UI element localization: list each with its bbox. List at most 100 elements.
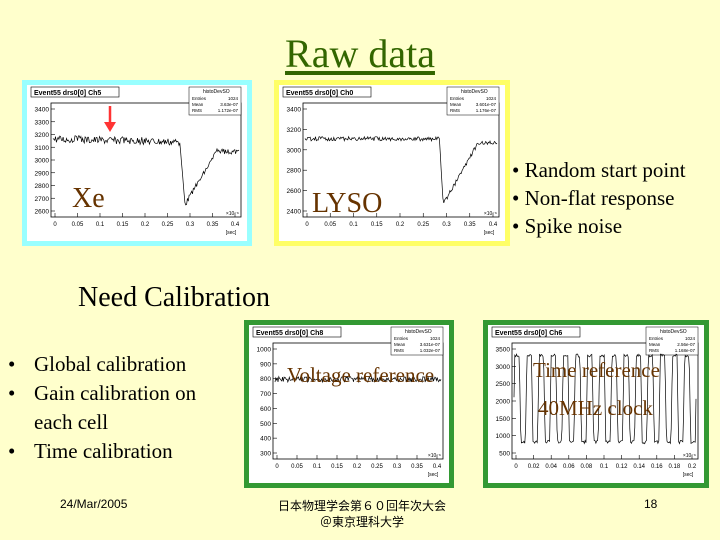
x-tick-label: 0.3: [186, 222, 195, 228]
x-unit-label: [sec]: [484, 230, 495, 236]
y-tick-label: 2900: [35, 170, 50, 177]
x-tick-label: 0.2: [353, 464, 362, 470]
lyso-label: LYSO: [312, 188, 383, 219]
x-tick-label: 0.35: [464, 222, 476, 228]
stats-value: 3.601e-07: [476, 102, 497, 107]
x-tick-label: 0.15: [371, 222, 383, 228]
page-number: 18: [644, 497, 658, 511]
plot-header-box: [491, 326, 581, 338]
bullet-dot: •: [8, 352, 16, 376]
stats-value: 1024: [486, 96, 497, 101]
footer-date: 24/Mar/2005: [60, 497, 128, 511]
x-tick-label: 0: [305, 222, 309, 228]
raw-data-issues-list: • Random start point • Non-flat response…: [512, 156, 686, 240]
x-tick-label: 0.3: [393, 464, 402, 470]
x-tick-label: 0.05: [291, 464, 303, 470]
x-tick-label: 0.06: [563, 464, 575, 470]
y-tick-label: 3400: [35, 107, 50, 114]
calibration-item-text: Global calibration: [34, 352, 187, 376]
x-tick-label: 0.1: [313, 464, 322, 470]
conference-venue: ＠東京理科大学: [319, 515, 404, 529]
y-tick-label: 500: [260, 421, 271, 428]
y-tick-label: 1000: [257, 347, 272, 354]
y-tick-label: 2800: [287, 168, 302, 175]
plot-header: Event55 drs0[0] Ch6: [495, 330, 562, 337]
y-tick-label: 2000: [496, 399, 511, 406]
x-tick-label: 0.2: [688, 464, 697, 470]
issue-spike-noise: • Spike noise: [512, 214, 623, 238]
conference-name: 日本物理学会第６０回年次大会: [277, 499, 446, 513]
clock-frequency-annotation: 40MHz clock: [538, 396, 653, 420]
plot-header-box: [282, 86, 372, 98]
stats-key: Mean: [450, 102, 462, 107]
calibration-item: • Global calibration: [8, 350, 238, 379]
x-tick-label: 0.4: [489, 222, 498, 228]
voltage-reference-plot: Event55 drs0[0] Ch8 histoDevSO Entries 1024…: [244, 320, 454, 488]
waveform-trace: [304, 135, 498, 203]
stats-key: Mean: [192, 102, 204, 107]
stats-title: histoDevSO: [203, 89, 230, 95]
time-reference-annotation: Time reference: [533, 358, 660, 382]
stats-title: histoDevSO: [461, 89, 488, 95]
time-reference-plot: Event55 drs0[0] Ch6 histoDevSO Entries 1024…: [483, 320, 709, 488]
x-unit-label: [sec]: [428, 472, 439, 478]
x-tick-label: 0.02: [528, 464, 540, 470]
y-tick-label: 3400: [287, 107, 302, 114]
calibration-item-text: Time calibration: [34, 439, 173, 463]
stats-key: Entries: [394, 336, 409, 341]
x-tick-label: 0.3: [442, 222, 451, 228]
y-tick-label: 2400: [287, 209, 302, 216]
plot-header: Event55 drs0[0] Ch5: [34, 90, 101, 97]
y-tick-label: 300: [260, 451, 271, 458]
x-exponent: ×10⁻⁶: [226, 211, 239, 217]
x-tick-label: 0.2: [141, 222, 150, 228]
stats-key: Mean: [649, 342, 661, 347]
stats-title: histoDevSO: [660, 329, 687, 335]
x-exponent: ×10⁻⁶: [428, 453, 441, 459]
x-tick-label: 0.1: [96, 222, 105, 228]
voltage-reference-annotation: Voltage reference: [287, 363, 435, 387]
stats-value: 1.168e-07: [675, 348, 696, 353]
y-tick-label: 900: [260, 361, 271, 368]
y-tick-label: 3200: [35, 132, 50, 139]
x-exponent: ×10⁻⁶: [683, 453, 696, 459]
stats-key: Mean: [394, 342, 406, 347]
xe-waveform-plot: Event55 drs0[0] Ch5 histoDevSO Entries 1024…: [22, 80, 252, 246]
x-tick-label: 0.14: [633, 464, 645, 470]
x-tick-label: 0.35: [207, 222, 219, 228]
x-tick-label: 0.15: [331, 464, 343, 470]
calibration-list: • Global calibration • Gain calibration …: [8, 350, 238, 466]
stats-box: [188, 86, 242, 116]
stats-key: Entries: [192, 96, 207, 101]
x-tick-label: 0.18: [669, 464, 681, 470]
bullet-dot: •: [8, 381, 16, 405]
stats-box: [446, 86, 500, 116]
stats-key: RMS: [192, 108, 202, 113]
y-tick-label: 3500: [496, 347, 511, 354]
stats-box: [645, 326, 699, 356]
x-tick-label: 0.15: [117, 222, 129, 228]
y-tick-label: 1000: [496, 433, 511, 440]
y-tick-label: 2500: [496, 381, 511, 388]
calibration-item: • Gain calibration on each cell: [8, 379, 238, 437]
x-tick-label: 0.05: [324, 222, 336, 228]
stats-key: RMS: [450, 108, 460, 113]
plot-header-box: [252, 326, 342, 338]
stats-value: 1024: [430, 336, 441, 341]
y-tick-label: 2800: [35, 183, 50, 190]
x-tick-label: 0.35: [411, 464, 423, 470]
x-tick-label: 0: [275, 464, 279, 470]
x-tick-label: 0.25: [162, 222, 174, 228]
y-tick-label: 3000: [287, 147, 302, 154]
x-tick-label: 0.2: [396, 222, 405, 228]
waveform-trace: [52, 135, 240, 206]
stats-key: RMS: [394, 348, 404, 353]
stats-key: Entries: [450, 96, 465, 101]
spike-arrow-icon: [104, 122, 116, 132]
stats-value: 3.631e-07: [420, 342, 441, 347]
x-tick-label: 0.05: [72, 222, 84, 228]
x-exponent: ×10⁻⁶: [484, 211, 497, 217]
stats-key: Entries: [649, 336, 664, 341]
x-tick-label: 0.04: [545, 464, 557, 470]
plot-frame: [50, 102, 242, 218]
